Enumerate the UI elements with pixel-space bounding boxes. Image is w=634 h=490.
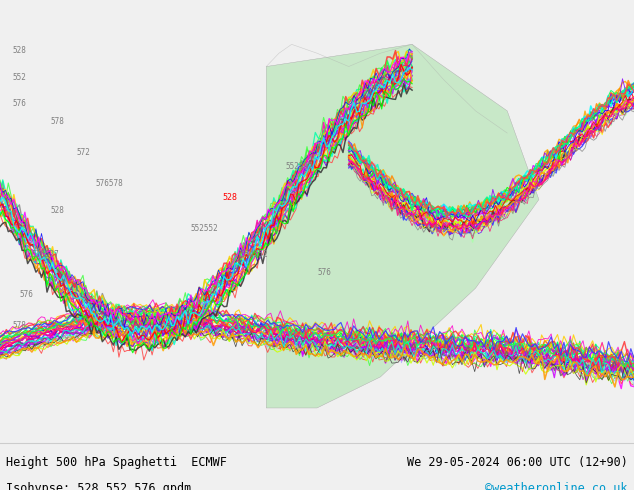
Text: 578: 578 — [13, 321, 27, 330]
Text: 572: 572 — [76, 148, 90, 157]
Text: 528: 528 — [222, 193, 237, 201]
Text: 576: 576 — [317, 268, 331, 277]
Text: 552592: 552592 — [285, 162, 313, 171]
Text: 528: 528 — [13, 46, 27, 55]
Text: 552552: 552552 — [190, 223, 218, 233]
Text: 526527: 526527 — [32, 250, 60, 259]
Text: 576: 576 — [13, 99, 27, 108]
Text: 576: 576 — [19, 290, 33, 299]
Text: 554552: 554552 — [241, 250, 269, 259]
Text: 552: 552 — [13, 73, 27, 82]
Text: 576578: 576578 — [95, 179, 123, 188]
Text: ©weatheronline.co.uk: ©weatheronline.co.uk — [485, 482, 628, 490]
Polygon shape — [266, 44, 539, 408]
Text: 578: 578 — [51, 117, 65, 126]
Text: Isohypse: 528 552 576 gpdm: Isohypse: 528 552 576 gpdm — [6, 482, 191, 490]
Text: 528: 528 — [51, 206, 65, 215]
Text: We 29-05-2024 06:00 UTC (12+90): We 29-05-2024 06:00 UTC (12+90) — [407, 457, 628, 469]
Text: Height 500 hPa Spaghetti  ECMWF: Height 500 hPa Spaghetti ECMWF — [6, 457, 227, 469]
